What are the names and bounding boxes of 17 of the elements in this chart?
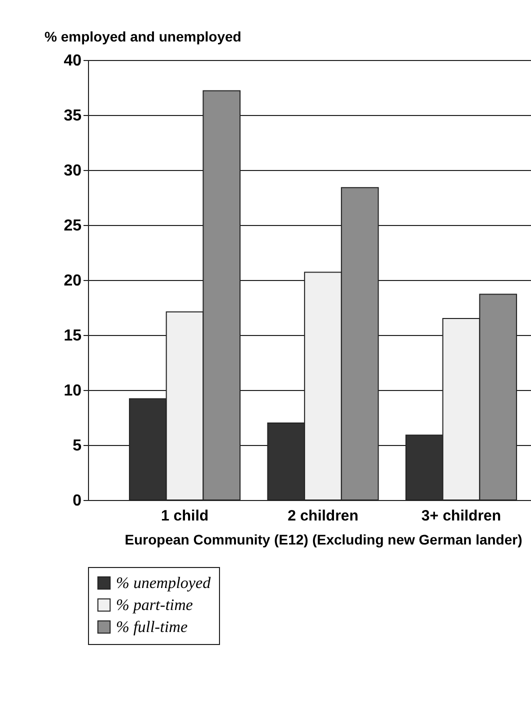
y-tick-label: 15 xyxy=(64,328,82,344)
y-tick-label: 10 xyxy=(64,382,82,400)
legend-label: % part-time xyxy=(116,597,193,614)
x-tick-label: 2 children xyxy=(288,508,358,524)
y-axis-title: % employed and unemployed xyxy=(44,28,242,44)
y-tick-label: 0 xyxy=(72,492,82,510)
legend-label: % full-time xyxy=(116,619,188,636)
x-axis-title: European Community (E12) (Excluding new German lander) xyxy=(124,532,522,548)
y-tick-label: 25 xyxy=(64,218,82,234)
x-tick-label: 1 child xyxy=(161,508,209,524)
y-tick-label: 40 xyxy=(64,52,82,70)
y-tick-label: 5 xyxy=(72,438,82,454)
y-tick-label: 30 xyxy=(64,162,82,180)
legend-label: % unemployed xyxy=(116,575,212,592)
y-tick-label: 20 xyxy=(64,272,82,290)
x-tick-label: 3+ children xyxy=(421,508,502,524)
y-tick-label: 35 xyxy=(64,108,82,124)
